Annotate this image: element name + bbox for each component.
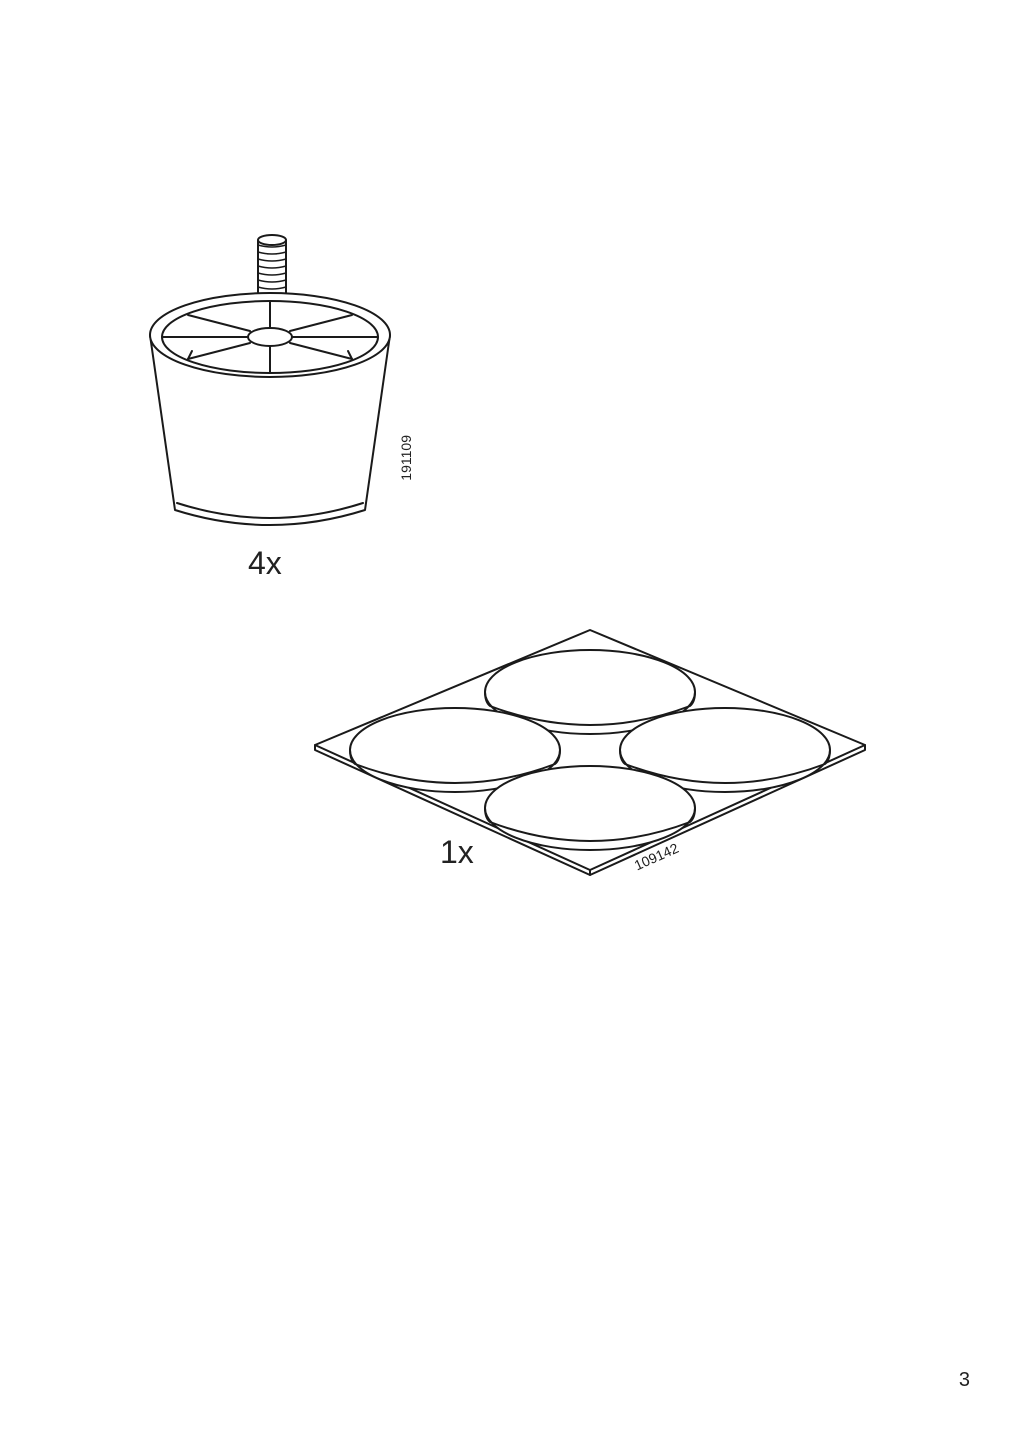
page-number: 3 [959,1369,970,1392]
part-furniture-leg: 4x 191109 [130,225,430,545]
quantity-label-leg: 4x [248,545,282,582]
furniture-leg-drawing [130,225,430,545]
instruction-page: 4x 191109 [0,0,1012,1432]
quantity-label-pads: 1x [440,834,474,871]
felt-pad-sheet-drawing [290,610,890,910]
part-felt-pad-sheet: 1x 109142 [290,610,890,910]
part-number-leg: 191109 [398,435,414,481]
